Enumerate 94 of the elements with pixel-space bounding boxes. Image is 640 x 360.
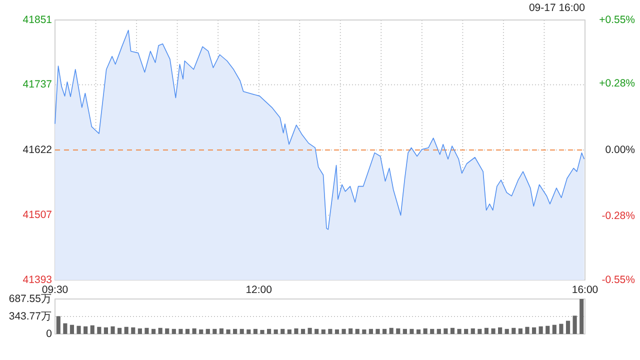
bar bbox=[382, 328, 387, 334]
bar bbox=[321, 329, 326, 334]
bar bbox=[151, 328, 156, 334]
bar bbox=[84, 326, 88, 334]
bar bbox=[124, 326, 128, 334]
y-tick-label: 41507 bbox=[22, 209, 52, 222]
bar bbox=[246, 329, 251, 334]
bar bbox=[267, 328, 272, 334]
bar bbox=[580, 299, 584, 334]
bar bbox=[396, 328, 400, 334]
bar bbox=[368, 328, 373, 334]
bar bbox=[376, 328, 380, 334]
x-tick-label: 12:00 bbox=[246, 284, 272, 296]
bar bbox=[478, 328, 482, 334]
bar bbox=[559, 324, 564, 334]
y-tick-label: 343.77万 bbox=[8, 310, 52, 322]
bar bbox=[260, 330, 264, 334]
bar bbox=[423, 328, 428, 334]
bar bbox=[287, 329, 292, 334]
y-tick-label: 0 bbox=[46, 328, 52, 340]
bar bbox=[450, 328, 455, 334]
y-tick-label: 41622 bbox=[22, 144, 52, 156]
bar bbox=[525, 326, 530, 334]
bar bbox=[138, 328, 142, 334]
bar bbox=[212, 328, 217, 334]
bar bbox=[70, 324, 74, 334]
bar bbox=[518, 328, 522, 334]
bar bbox=[178, 328, 183, 334]
bar bbox=[546, 326, 550, 334]
bar bbox=[192, 328, 196, 334]
bar bbox=[104, 327, 108, 334]
bar bbox=[314, 328, 319, 334]
bar bbox=[63, 323, 68, 334]
bar bbox=[110, 326, 115, 334]
y2-tick-label: 0.00% bbox=[605, 144, 635, 156]
bar bbox=[144, 328, 149, 334]
bar bbox=[233, 328, 238, 334]
bar bbox=[56, 316, 60, 334]
bar bbox=[355, 328, 360, 334]
bar bbox=[512, 328, 516, 334]
bar bbox=[416, 329, 421, 334]
y-tick-label: 41737 bbox=[22, 78, 52, 90]
bar bbox=[532, 327, 536, 334]
bar bbox=[491, 328, 496, 334]
bar bbox=[436, 328, 441, 334]
bar bbox=[185, 328, 190, 334]
bar bbox=[457, 328, 462, 334]
bar bbox=[240, 328, 244, 334]
bar bbox=[131, 327, 136, 334]
bar bbox=[76, 326, 81, 334]
bar bbox=[444, 328, 448, 334]
bar bbox=[280, 328, 285, 334]
bar bbox=[294, 328, 298, 334]
bar bbox=[464, 328, 468, 334]
bar bbox=[470, 328, 475, 334]
bar bbox=[199, 329, 204, 334]
bar bbox=[334, 329, 340, 334]
bar bbox=[430, 328, 434, 334]
bar bbox=[566, 320, 570, 334]
bar bbox=[410, 328, 414, 334]
bar bbox=[504, 328, 509, 334]
y2-tick-label: +0.28% bbox=[599, 78, 635, 90]
bar bbox=[572, 316, 577, 334]
bar bbox=[172, 328, 176, 334]
bar bbox=[498, 327, 502, 334]
chart-subtitle: 09-17 16:00 bbox=[528, 2, 586, 14]
y2-tick-label: -0.28% bbox=[602, 210, 635, 222]
bar bbox=[538, 326, 543, 334]
bar bbox=[552, 324, 556, 334]
bar bbox=[389, 328, 394, 334]
bar bbox=[484, 328, 489, 334]
bar bbox=[165, 328, 170, 334]
bar bbox=[362, 329, 366, 334]
y2-tick-label: -0.55% bbox=[602, 274, 635, 286]
bar bbox=[118, 328, 122, 334]
y-tick-label: 41851 bbox=[22, 14, 52, 26]
bar bbox=[308, 328, 312, 334]
bar bbox=[348, 328, 353, 334]
bar bbox=[206, 328, 210, 334]
bar bbox=[226, 329, 230, 334]
bar bbox=[274, 329, 278, 334]
y2-tick-label: +0.55% bbox=[599, 14, 635, 26]
bar bbox=[158, 328, 162, 334]
bar bbox=[328, 328, 332, 334]
bar bbox=[342, 328, 346, 334]
bar bbox=[97, 326, 102, 334]
bar bbox=[90, 325, 94, 334]
bar bbox=[219, 328, 224, 334]
x-tick-label: 16:00 bbox=[572, 284, 598, 296]
y-tick-label: 41393 bbox=[22, 274, 52, 286]
bar bbox=[253, 328, 258, 334]
bar bbox=[300, 328, 306, 334]
bar bbox=[402, 328, 407, 334]
y-tick-label: 687.55万 bbox=[8, 292, 52, 305]
